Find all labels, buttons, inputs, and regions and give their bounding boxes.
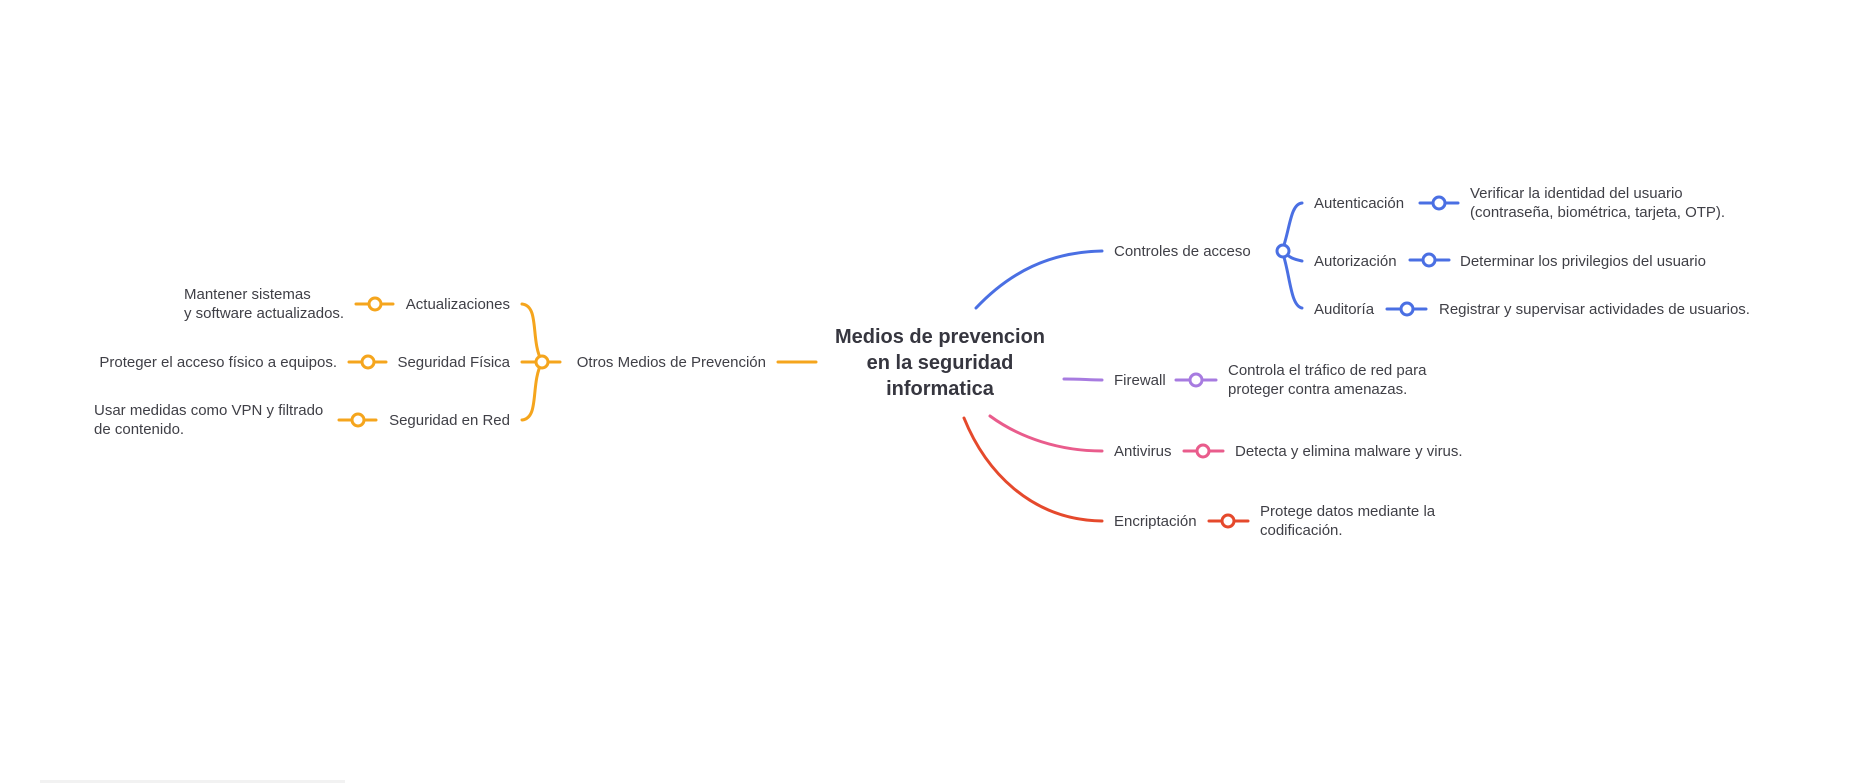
detail-autenticacion-line-1[interactable]: Verificar la identidad del usuario (1470, 185, 1683, 202)
detail-autorizacion[interactable]: Determinar los privilegios del usuario (1460, 253, 1706, 270)
knobs (350, 195, 1447, 529)
collapse-knob-otros[interactable] (534, 354, 550, 370)
collapse-knob-auditoria[interactable] (1399, 301, 1415, 317)
detail-seguridad-red-line-1[interactable]: Usar medidas como VPN y filtrado (94, 402, 323, 419)
collapse-knob-controles[interactable] (1275, 243, 1291, 259)
root-topic-line-1: Medios de prevencion (835, 326, 1045, 348)
collapse-knob-firewall[interactable] (1188, 372, 1204, 388)
topic-seguridad-fisica[interactable]: Seguridad Física (397, 354, 510, 371)
connector-root-controles (974, 249, 1104, 310)
topic-controles-acceso[interactable]: Controles de acceso (1114, 243, 1251, 260)
collapse-knob-encriptacion[interactable] (1220, 513, 1236, 529)
topic-seguridad-red[interactable]: Seguridad en Red (389, 412, 510, 429)
connector-root-encriptacion (962, 416, 1104, 523)
root-topic-line-2: en la seguridad (867, 352, 1014, 374)
topic-firewall[interactable]: Firewall (1114, 372, 1166, 389)
collapse-knob-autorizacion[interactable] (1421, 252, 1437, 268)
collapse-knob-seguridad-fisica[interactable] (360, 354, 376, 370)
detail-seguridad-fisica[interactable]: Proteger el acceso físico a equipos. (99, 354, 337, 371)
connector-otros-actualizaciones (520, 302, 544, 364)
root-topic-line-3: informatica (886, 378, 995, 400)
topic-otros-medios[interactable]: Otros Medios de Prevención (577, 354, 766, 371)
detail-firewall-line-2[interactable]: proteger contra amenazas. (1228, 381, 1407, 398)
topic-auditoria[interactable]: Auditoría (1314, 301, 1375, 318)
bottom-scroll-strip[interactable] (40, 780, 345, 783)
detail-autenticacion-line-2[interactable]: (contraseña, biométrica, tarjeta, OTP). (1470, 204, 1725, 221)
collapse-knob-actualizaciones[interactable] (367, 296, 383, 312)
detail-actualizaciones-line-2[interactable]: y software actualizados. (184, 305, 344, 322)
topic-encriptacion[interactable]: Encriptación (1114, 513, 1197, 530)
detail-auditoria[interactable]: Registrar y supervisar actividades de us… (1439, 301, 1750, 318)
topic-antivirus[interactable]: Antivirus (1114, 443, 1172, 460)
root-topic[interactable]: Medios de prevencion en la seguridad inf… (835, 326, 1045, 400)
detail-encriptacion-line-2[interactable]: codificación. (1260, 522, 1343, 539)
topic-autorizacion[interactable]: Autorización (1314, 253, 1397, 270)
topic-actualizaciones[interactable]: Actualizaciones (406, 296, 510, 313)
connector-root-firewall (1062, 377, 1104, 382)
topic-autenticacion[interactable]: Autenticación (1314, 195, 1404, 212)
detail-antivirus[interactable]: Detecta y elimina malware y virus. (1235, 443, 1463, 460)
collapse-knob-seguridad-red[interactable] (350, 412, 366, 428)
detail-seguridad-red-line-2[interactable]: de contenido. (94, 421, 184, 438)
detail-actualizaciones-line-1[interactable]: Mantener sistemas (184, 286, 311, 303)
collapse-knob-antivirus[interactable] (1195, 443, 1211, 459)
collapse-knob-autenticacion[interactable] (1431, 195, 1447, 211)
detail-encriptacion-line-1[interactable]: Protege datos mediante la (1260, 503, 1436, 520)
connector-otros-seguridad-red (520, 360, 544, 422)
connector-root-antivirus (988, 414, 1104, 453)
detail-firewall-line-1[interactable]: Controla el tráfico de red para (1228, 362, 1427, 379)
